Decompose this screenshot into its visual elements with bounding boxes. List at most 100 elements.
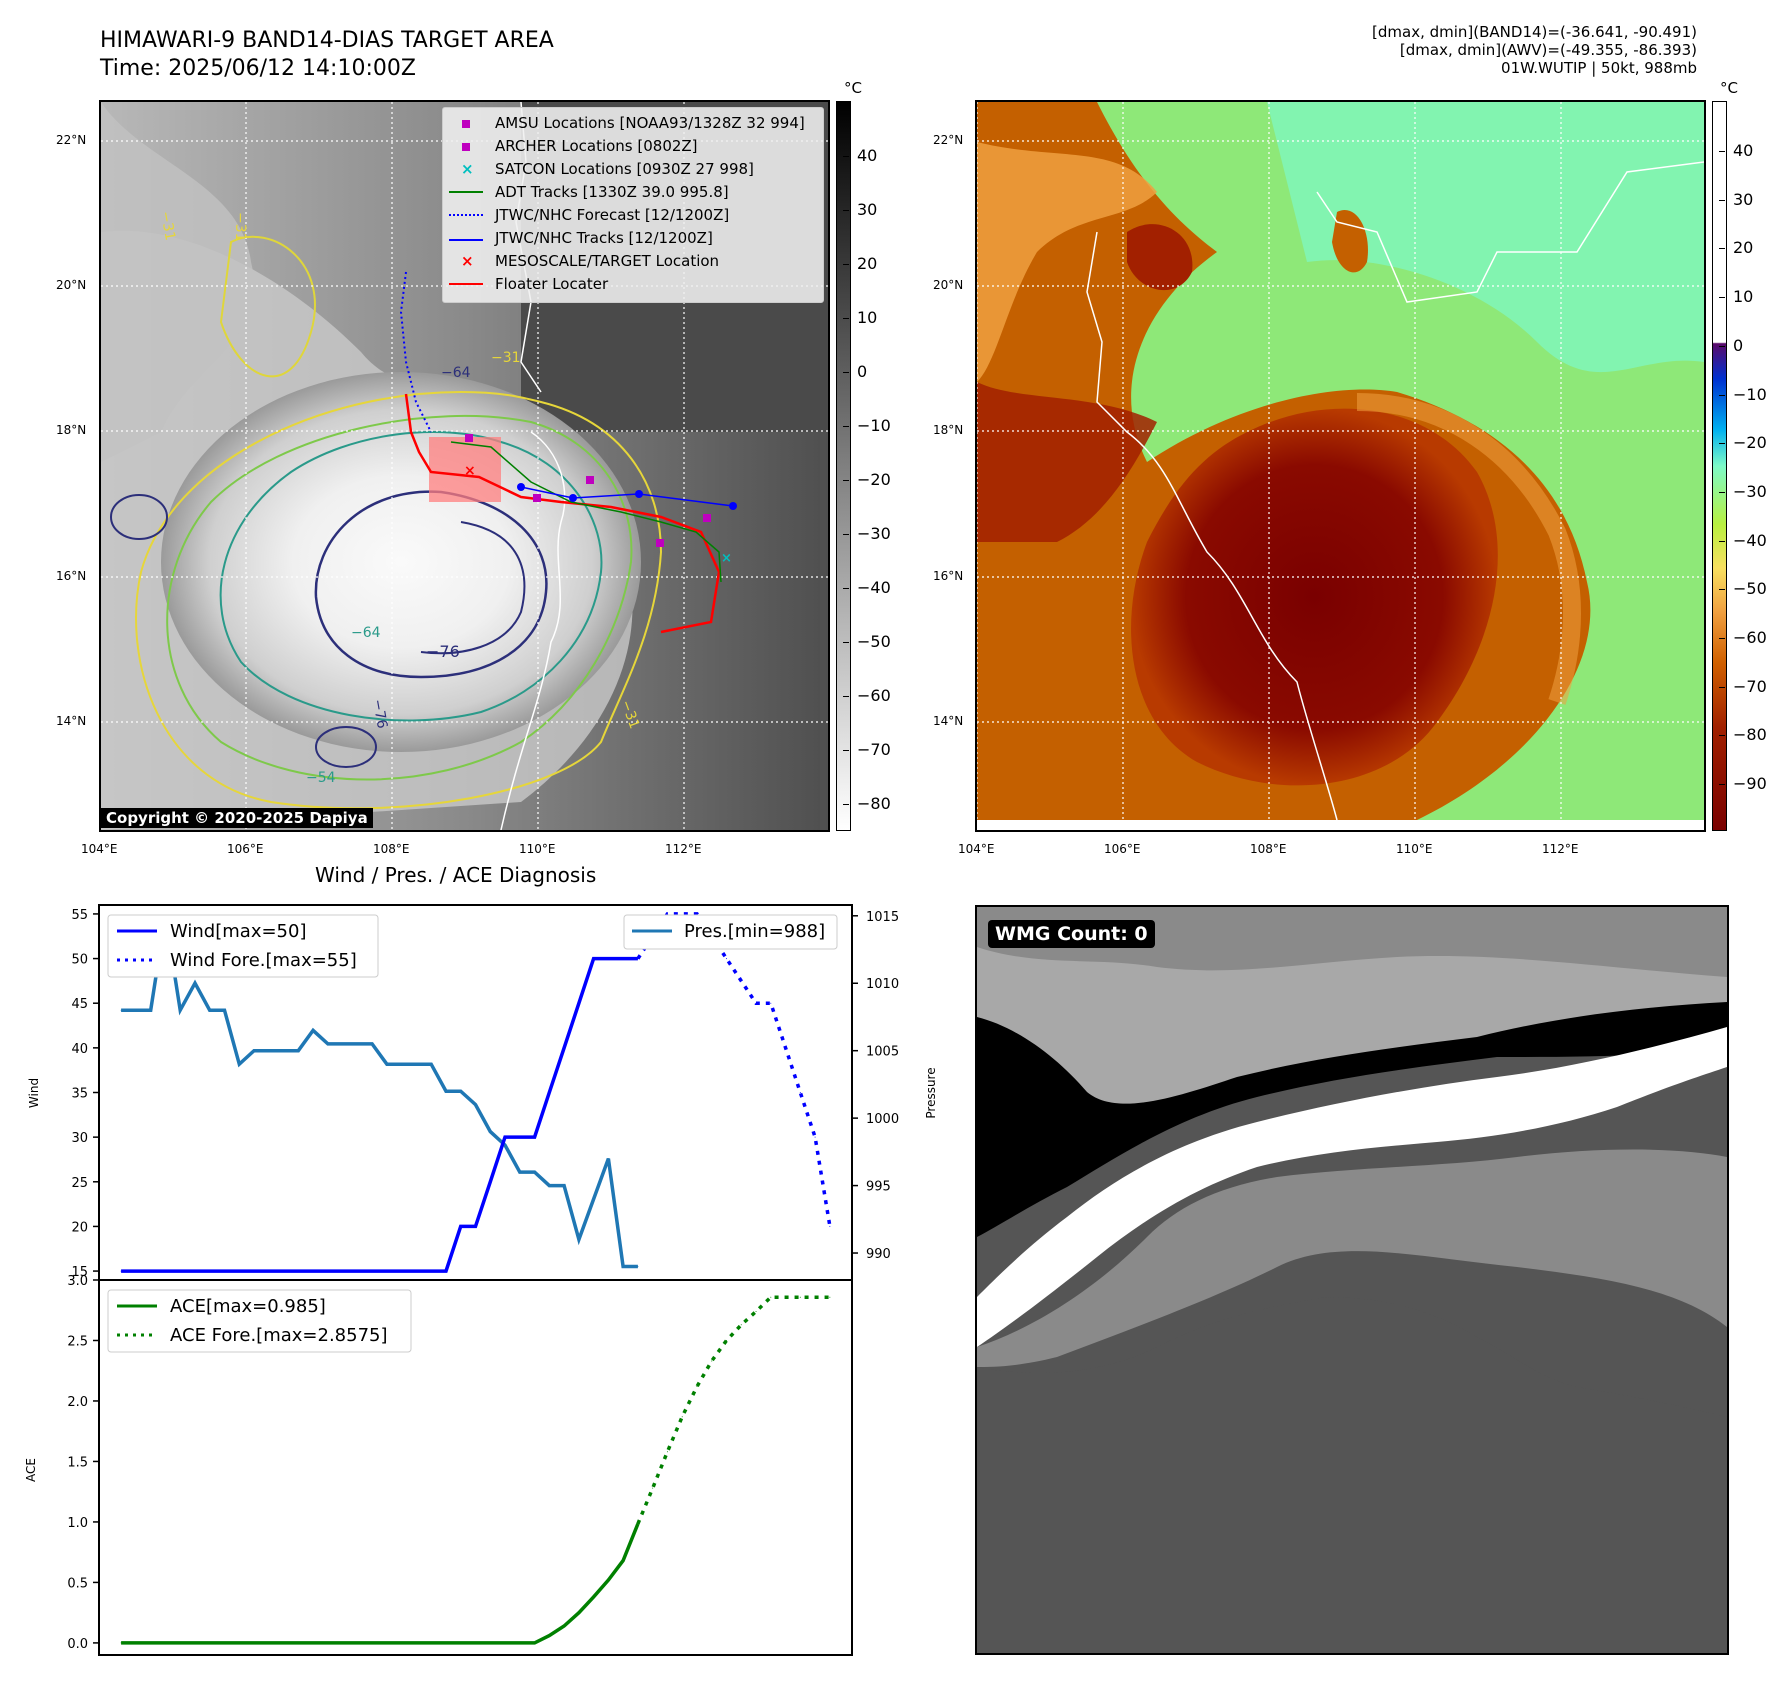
ace-line-point bbox=[607, 1579, 609, 1581]
colorbar-tick-label: 30 bbox=[857, 200, 878, 219]
wind-legend bbox=[107, 914, 379, 978]
awv-outer-band bbox=[1356, 393, 1581, 705]
legend-item: Floater Locater bbox=[449, 274, 608, 294]
colorbar-tick-label: 10 bbox=[1733, 287, 1754, 307]
ace-forecast-line-point bbox=[637, 1523, 639, 1525]
jtwc-forecast-track bbox=[399, 271, 432, 433]
ytick-label: 1010 bbox=[866, 977, 899, 992]
contour-label: −54 bbox=[306, 770, 336, 786]
wind-line-point bbox=[607, 958, 609, 960]
lat-tick-label: 22°N bbox=[933, 133, 964, 147]
wind-line-point bbox=[445, 1270, 447, 1272]
wind-line-point bbox=[563, 1047, 565, 1049]
colorbar-tick-label: 20 bbox=[1733, 238, 1754, 258]
ytick-label: 50 bbox=[71, 953, 88, 968]
ytick-label: 40 bbox=[71, 1042, 88, 1057]
wind-fore-legend-label: Wind Fore.[max=55] bbox=[170, 950, 357, 971]
colorbar-tick-label: 10 bbox=[857, 308, 878, 327]
wind-forecast-line-point bbox=[829, 1225, 831, 1227]
contour-64 bbox=[219, 431, 603, 722]
info-awv-range: [dmax, dmin](AWV)=(-49.355, -86.393) bbox=[1399, 41, 1697, 59]
lat-tick-label: 14°N bbox=[933, 714, 964, 728]
pressure-line-point bbox=[297, 1050, 299, 1052]
contour-label: −31 bbox=[157, 210, 178, 242]
colorbar-tick-label: −50 bbox=[857, 632, 891, 651]
ace-forecast-line-point bbox=[785, 1296, 787, 1298]
colorbar-tick-label: −40 bbox=[1733, 530, 1767, 550]
chart-lines bbox=[120, 912, 832, 1645]
ace-line-point bbox=[312, 1642, 314, 1644]
amsu-location bbox=[703, 514, 711, 522]
ace-line-point bbox=[460, 1642, 462, 1644]
colorbar-tick-mark bbox=[843, 588, 849, 589]
ace-forecast-line-point bbox=[814, 1296, 816, 1298]
wind-forecast-line-point bbox=[770, 1002, 772, 1004]
mesoscale-target-marker: × bbox=[464, 463, 476, 479]
contour-76-inner bbox=[420, 521, 526, 655]
archer-location bbox=[586, 476, 594, 484]
colorbar-tick-label: −90 bbox=[1733, 774, 1767, 794]
legend-swatch: × bbox=[461, 160, 474, 178]
lat-tick-label: 18°N bbox=[933, 423, 964, 437]
jtwc-point bbox=[635, 490, 643, 498]
contour-31 bbox=[135, 390, 663, 810]
legend-item: JTWC/NHC Tracks [12/1200Z] bbox=[449, 228, 713, 248]
wind-line-point bbox=[209, 1270, 211, 1272]
awv-map bbox=[977, 102, 1704, 830]
info-storm: 01W.WUTIP | 50kt, 988mb bbox=[1501, 59, 1697, 77]
wmg-level-white bbox=[977, 1027, 1727, 1347]
colorbar-tick-label: −60 bbox=[1733, 628, 1767, 647]
contour-label: −64 bbox=[441, 365, 471, 381]
colorbar-tick-mark bbox=[843, 372, 849, 373]
ace-line-point bbox=[445, 1642, 447, 1644]
pressure-line-point bbox=[238, 1063, 240, 1065]
legend-item: ADT Tracks [1330Z 39.0 995.8] bbox=[449, 182, 729, 202]
map-legend: AMSU Locations [NOAA93/1328Z 32 994] ARCH… bbox=[442, 107, 824, 303]
awv-cell bbox=[1332, 210, 1368, 273]
ace-line-point bbox=[548, 1635, 550, 1637]
pressure-line-point bbox=[268, 1050, 270, 1052]
lat-tick-label: 20°N bbox=[933, 278, 964, 292]
colorbar-tick-mark bbox=[843, 426, 849, 427]
ytick-label: 20 bbox=[71, 1220, 88, 1235]
colorbar-tick-label: −10 bbox=[857, 416, 891, 435]
colorbar-tick-label: 40 bbox=[857, 146, 878, 165]
ace-forecast-line-point bbox=[740, 1324, 742, 1326]
diagnosis-chart: 15 20 25 30 35 40 45 50 55 990 995 1000 1005 1010 101… bbox=[24, 904, 938, 1656]
lat-tick-label: 16°N bbox=[933, 569, 964, 583]
colorbar-tick-mark bbox=[1719, 443, 1725, 445]
ace-forecast-line-point bbox=[711, 1360, 713, 1362]
ace-forecast-line-point bbox=[652, 1487, 654, 1489]
ace-line-point bbox=[534, 1642, 536, 1644]
pressure-line-point bbox=[327, 1043, 329, 1045]
ace-line-point bbox=[194, 1642, 196, 1644]
wind-line-point bbox=[342, 1270, 344, 1272]
legend-label: JTWC/NHC Forecast [12/1200Z] bbox=[495, 206, 730, 224]
ace-line-point bbox=[504, 1642, 506, 1644]
ytick-label: 30 bbox=[71, 1131, 88, 1146]
awv-colorbar bbox=[1712, 101, 1727, 831]
lon-tick-label: 110°E bbox=[1396, 842, 1433, 856]
lon-tick-label: 106°E bbox=[227, 842, 264, 856]
jtwc-point bbox=[729, 502, 737, 510]
ace-yticks: 0.0 0.5 1.0 1.5 2.0 2.5 3.0 bbox=[67, 1274, 99, 1652]
awv-cell bbox=[1127, 224, 1193, 291]
pressure-line-point bbox=[179, 1009, 181, 1011]
jtwc-point bbox=[569, 494, 577, 502]
ytick-label: 35 bbox=[71, 1087, 88, 1102]
contour-label: −31 bbox=[232, 212, 248, 242]
colorbar-tick-mark bbox=[843, 804, 849, 805]
ir-colorbar bbox=[836, 101, 851, 831]
colorbar-tick-mark bbox=[843, 480, 849, 481]
ace-ylabel: ACE bbox=[24, 1458, 38, 1482]
ace-line-point bbox=[283, 1642, 285, 1644]
pressure-line-point bbox=[534, 1171, 536, 1173]
wind-line-point bbox=[224, 1270, 225, 1272]
legend-item: × SATCON Locations [0930Z 27 998] bbox=[449, 159, 754, 179]
mesoscale-target-box bbox=[429, 437, 501, 502]
ace-line-point bbox=[475, 1642, 476, 1644]
pressure-legend-label: Pres.[min=988] bbox=[684, 921, 825, 942]
wind-forecast-line-point bbox=[637, 958, 639, 960]
colorbar-tick-label: −30 bbox=[857, 524, 891, 543]
figure-title: HIMAWARI-9 BAND14-DIAS TARGET AREA bbox=[100, 28, 554, 53]
